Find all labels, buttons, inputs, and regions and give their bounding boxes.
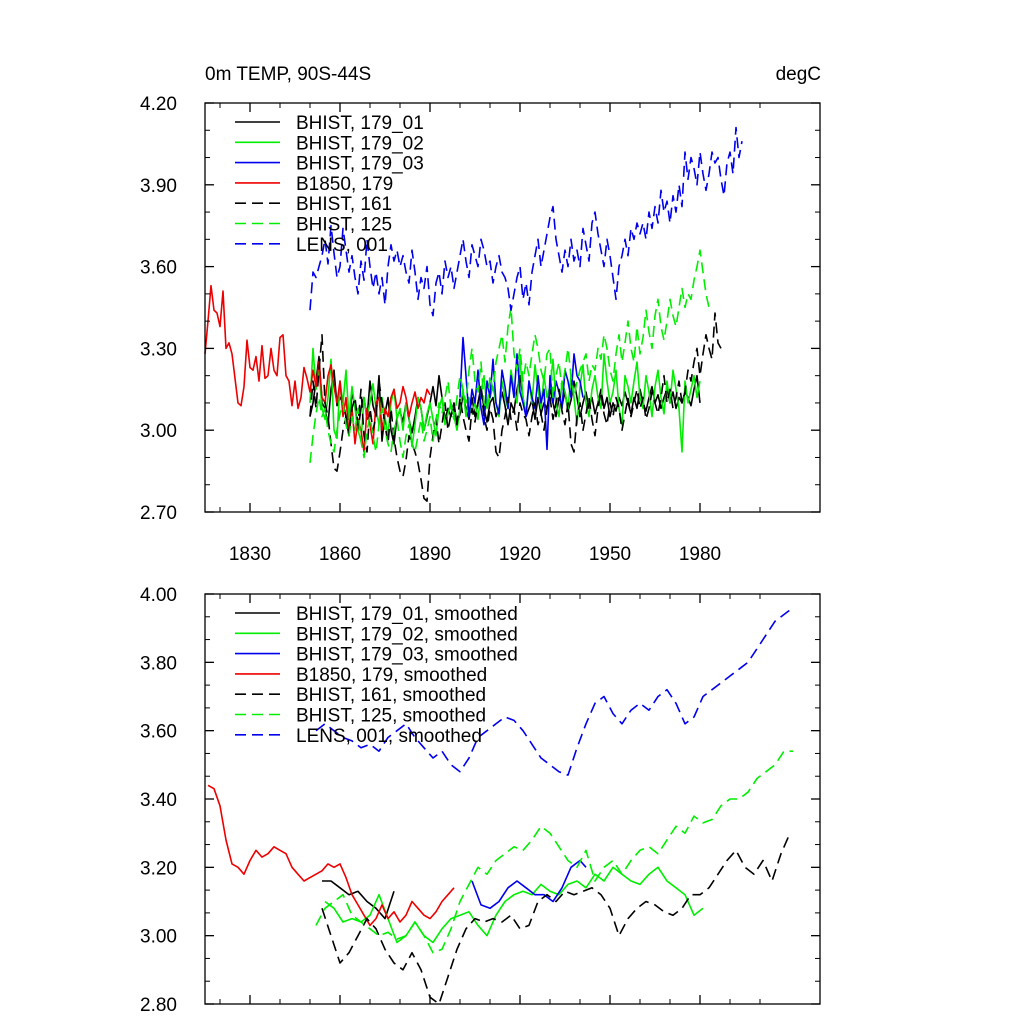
series-line-1-3	[207, 784, 455, 927]
x-tick-label: 1890	[409, 544, 451, 565]
legend-label: BHIST, 179_01, smoothed	[296, 604, 518, 625]
legend-label: BHIST, 179_02	[296, 133, 424, 154]
series-line-1-5	[315, 750, 793, 954]
x-tick-label: 1830	[229, 544, 271, 565]
series-line-0-1	[309, 347, 701, 453]
top-chart-units: degC	[775, 64, 821, 85]
y-tick-label: 2.80	[140, 995, 177, 1016]
series-line-0-4	[309, 312, 722, 502]
legend-label: LENS, 001	[296, 235, 388, 256]
legend-label: BHIST, 161, smoothed	[296, 685, 486, 706]
series-line-0-3	[204, 284, 431, 453]
y-tick-label: 3.60	[140, 258, 177, 279]
legend-label: BHIST, 179_01	[296, 113, 424, 134]
x-tick-label: 1950	[589, 544, 631, 565]
legend-label: BHIST, 179_03, smoothed	[296, 645, 518, 666]
y-tick-label: 2.70	[140, 503, 177, 524]
y-tick-label: 3.20	[140, 858, 177, 879]
series-line-1-6	[315, 607, 794, 776]
series-line-1-2	[471, 859, 587, 910]
y-tick-label: 3.80	[140, 653, 177, 674]
bottom-series-layer	[207, 607, 794, 1005]
top-panel: 2.70 3.00 3.30 3.60 3.90 4.20 1830 1860 1890 1920…	[140, 94, 821, 565]
legend-label: LENS, 001, smoothed	[296, 726, 482, 747]
y-tick-label: 3.60	[140, 722, 177, 743]
legend-label: BHIST, 125	[296, 215, 392, 236]
y-tick-label: 3.40	[140, 790, 177, 811]
y-tick-label: 3.00	[140, 927, 177, 948]
series-line-1-4	[321, 832, 791, 1005]
y-tick-label: 3.00	[140, 421, 177, 442]
legend-label: BHIST, 161	[296, 194, 392, 215]
top-ticks-layer: 2.70 3.00 3.30 3.60 3.90 4.20 1830 1860 1890 1920…	[140, 94, 820, 565]
y-tick-label: 4.00	[140, 585, 177, 606]
bottom-panel: 2.80 3.00 3.20 3.40 3.60 3.80 4.00 BHIST, 179_…	[140, 585, 821, 1016]
x-tick-label: 1860	[319, 544, 361, 565]
legend-label: BHIST, 179_02, smoothed	[296, 624, 518, 645]
legend-label: B1850, 179	[296, 174, 393, 195]
series-line-0-6	[309, 126, 743, 317]
x-tick-label: 1980	[679, 544, 721, 565]
series-line-0-2	[459, 336, 584, 451]
y-tick-label: 3.90	[140, 176, 177, 197]
top-series-layer	[204, 126, 743, 502]
bottom-ticks-layer: 2.80 3.00 3.20 3.40 3.60 3.80 4.00	[140, 585, 820, 1016]
legend-label: BHIST, 125, smoothed	[296, 706, 486, 727]
top-chart-title: 0m TEMP, 90S-44S	[205, 64, 372, 85]
legend-label: BHIST, 179_03	[296, 154, 424, 175]
y-tick-label: 4.20	[140, 94, 177, 115]
series-line-1-0	[322, 880, 395, 920]
x-tick-label: 1920	[499, 544, 541, 565]
top-plot-frame	[204, 102, 821, 513]
series-line-0-5	[309, 249, 710, 463]
legend-label: B1850, 179, smoothed	[296, 665, 487, 686]
y-tick-label: 3.30	[140, 339, 177, 360]
